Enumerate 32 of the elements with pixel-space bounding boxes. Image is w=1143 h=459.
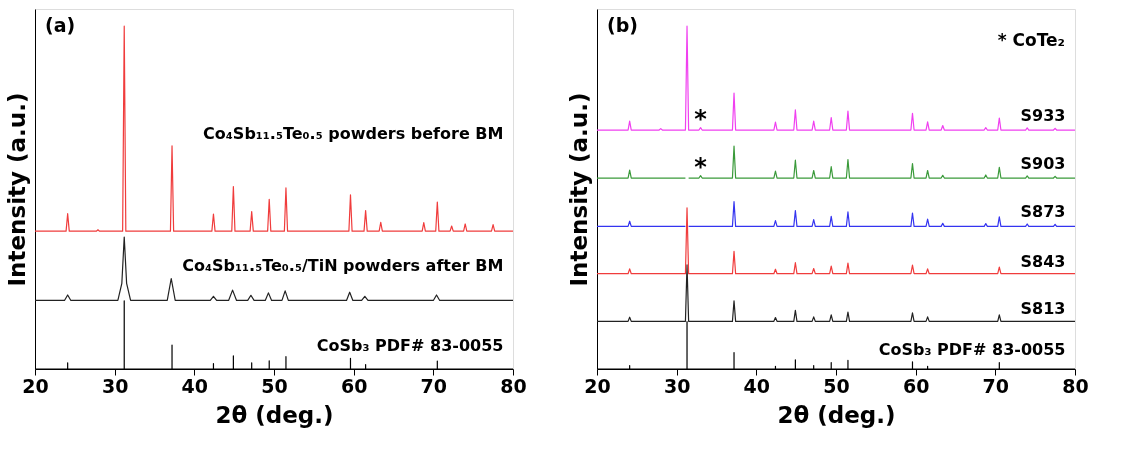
series-label: Co₄Sb₁₁.₅Te₀.₅ powders before BM — [203, 123, 504, 143]
x-tick-label: 50 — [823, 374, 850, 397]
x-tick-label: 70 — [420, 374, 448, 397]
x-tick-label: 20 — [584, 374, 611, 397]
annotation: * CoTe₂ — [997, 30, 1065, 50]
x-tick-label: 40 — [743, 374, 771, 397]
series-label: S813 — [1020, 299, 1066, 319]
annotation: * — [694, 104, 708, 133]
series-label: S933 — [1020, 105, 1066, 125]
x-tick-label: 70 — [982, 374, 1010, 397]
annotation: * — [694, 152, 708, 181]
x-tick-label: 80 — [500, 374, 527, 397]
series-label: Co₄Sb₁₁.₅Te₀.₅/TiN powders after BM — [182, 256, 504, 276]
annotation: (a) — [45, 14, 76, 36]
y-axis-title: Intensity (a.u.) — [3, 92, 30, 287]
x-tick-label: 60 — [902, 374, 930, 397]
y-axis-title: Intensity (a.u.) — [565, 92, 592, 287]
series-label: S843 — [1020, 251, 1066, 271]
series-label: S873 — [1020, 201, 1066, 221]
x-tick-label: 80 — [1062, 374, 1089, 397]
annotation: (b) — [607, 14, 638, 36]
x-tick-label: 40 — [181, 374, 209, 397]
series-label: CoSb₃ PDF# 83-0055 — [878, 339, 1066, 359]
x-axis-title: 2θ (deg.) — [777, 401, 896, 428]
x-tick-label: 20 — [22, 374, 49, 397]
series-label: S903 — [1020, 153, 1066, 173]
series-label: CoSb₃ PDF# 83-0055 — [316, 336, 504, 356]
x-tick-label: 30 — [101, 374, 129, 397]
x-tick-label: 30 — [663, 374, 691, 397]
x-axis-title: 2θ (deg.) — [215, 401, 334, 428]
x-tick-label: 50 — [261, 374, 288, 397]
x-tick-label: 60 — [340, 374, 368, 397]
